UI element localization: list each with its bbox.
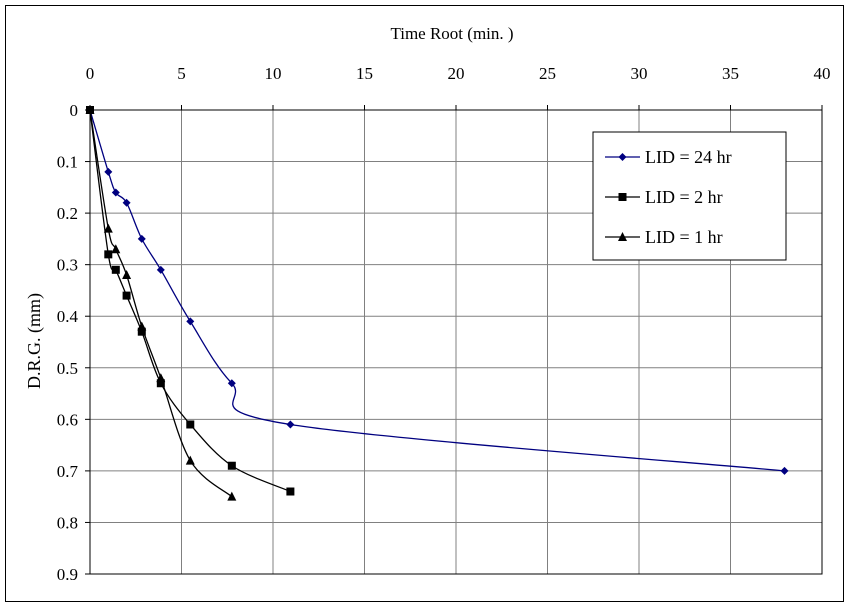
chart-outer-border — [5, 5, 844, 602]
x-tick-label: 10 — [265, 64, 282, 83]
diamond-marker — [122, 198, 131, 207]
series-group — [85, 105, 789, 501]
legend-label: LID = 24 hr — [645, 147, 732, 167]
square-marker — [122, 291, 131, 300]
triangle-marker — [156, 373, 166, 383]
y-axis-title: D.R.G. (mm) — [24, 293, 45, 389]
diamond-marker — [227, 379, 236, 388]
legend-triangle-marker — [618, 232, 627, 241]
square-marker — [111, 265, 120, 274]
square-marker — [137, 327, 146, 336]
triangle-marker — [137, 321, 147, 331]
square-marker — [186, 420, 195, 429]
x-tick-label: 25 — [539, 64, 556, 83]
y-tick-label: 0.4 — [57, 307, 79, 326]
triangle-marker — [227, 491, 237, 501]
y-tick-label: 0.1 — [57, 153, 78, 172]
series-3 — [85, 105, 237, 501]
x-tick-label: 30 — [631, 64, 648, 83]
legend-label: LID = 2 hr — [645, 187, 723, 207]
legend-diamond-marker — [618, 153, 627, 161]
x-tick-label: 20 — [448, 64, 465, 83]
diamond-marker — [286, 420, 295, 429]
y-tick-label: 0 — [70, 101, 79, 120]
square-marker — [286, 487, 295, 496]
x-axis-title: Time Root (min. ) — [390, 24, 513, 43]
diamond-marker — [137, 234, 146, 243]
y-tick-label: 0.3 — [57, 256, 78, 275]
y-tick-label: 0.5 — [57, 359, 78, 378]
square-marker — [156, 379, 165, 388]
triangle-marker — [103, 223, 113, 233]
triangle-marker — [85, 105, 95, 114]
triangle-marker — [185, 455, 195, 465]
diamond-marker — [156, 265, 165, 274]
y-tick-label: 0.2 — [57, 204, 78, 223]
diamond-marker — [111, 188, 120, 197]
square-marker — [227, 461, 236, 470]
diamond-marker — [104, 167, 113, 176]
y-tick-label: 0.7 — [57, 462, 79, 481]
triangle-marker — [122, 269, 132, 279]
square-marker — [104, 250, 113, 259]
legend-label: LID = 1 hr — [645, 227, 723, 247]
y-tick-label: 0.9 — [57, 565, 78, 584]
x-tick-label: 0 — [86, 64, 95, 83]
legend-square-marker — [618, 193, 627, 201]
diamond-marker — [186, 317, 195, 326]
x-tick-label: 40 — [814, 64, 831, 83]
x-tick-label: 5 — [177, 64, 186, 83]
axis-ticks: 0 5 10 15 20 25 30 35 40 0 0.1 0.2 0.3 0.4 0.5 0.6 0.7 0.… — [57, 64, 831, 584]
diamond-marker — [780, 466, 789, 475]
x-tick-label: 15 — [356, 64, 373, 83]
y-tick-label: 0.6 — [57, 410, 78, 429]
legend: LID = 24 hr LID = 2 hr LID = 1 hr — [592, 131, 787, 261]
y-tick-label: 0.8 — [57, 513, 78, 532]
triangle-marker — [111, 244, 121, 254]
x-tick-label: 35 — [722, 64, 739, 83]
